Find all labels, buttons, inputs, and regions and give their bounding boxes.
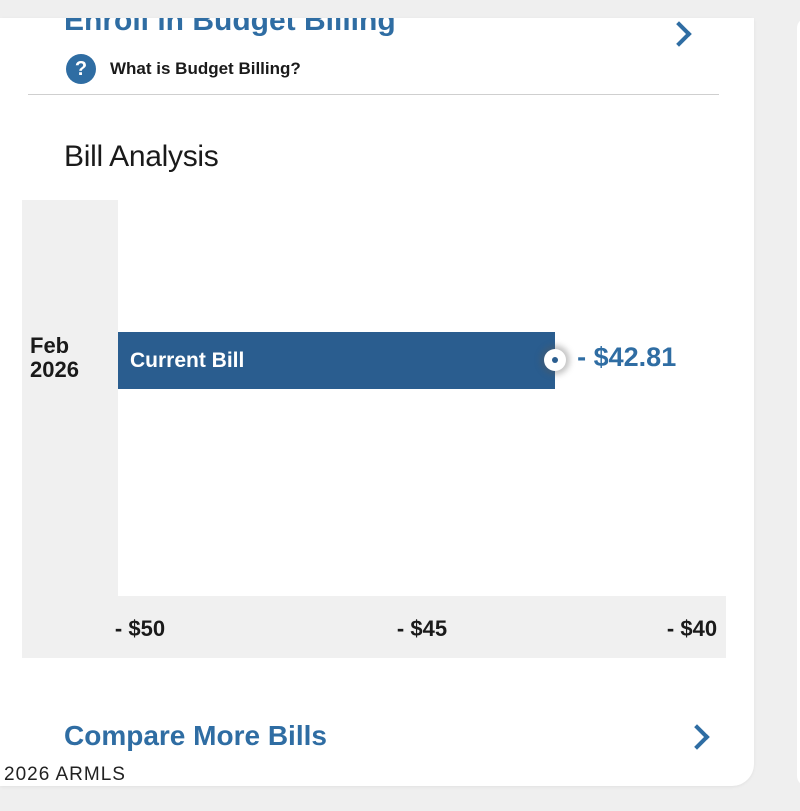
- chevron-right-icon[interactable]: [684, 724, 710, 750]
- section-title: Bill Analysis: [64, 140, 219, 173]
- question-circle-icon[interactable]: ?: [66, 54, 96, 84]
- bar-current-bill[interactable]: Current Bill: [118, 332, 556, 389]
- x-tick-label: - $50: [114, 616, 166, 641]
- data-label: - $42.81: [577, 342, 677, 372]
- budget-billing-help-text[interactable]: What is Budget Billing?: [110, 59, 301, 78]
- bill-analysis-chart: Feb 2026 Current Bill - $42.81 - $50 - $45 - …: [22, 200, 726, 658]
- budget-billing-help[interactable]: ? What is Budget Billing?: [66, 54, 301, 84]
- plot-area: [118, 200, 726, 596]
- enroll-budget-billing-link[interactable]: Enroll in Budget Billing: [64, 18, 396, 37]
- compare-more-bills-link[interactable]: Compare More Bills: [64, 720, 327, 751]
- divider: [28, 94, 719, 95]
- enroll-budget-billing-row[interactable]: Enroll in Budget Billing: [64, 18, 704, 38]
- x-tick-label: - $40: [666, 616, 718, 641]
- bar-end-marker[interactable]: [544, 349, 567, 371]
- category-label: Feb 2026: [30, 333, 79, 382]
- adjacent-card: [797, 18, 800, 786]
- copyright-text: 2026 ARMLS: [4, 764, 126, 785]
- x-tick-label: - $45: [396, 616, 448, 641]
- bill-card: Enroll in Budget Billing ? What is Budge…: [0, 18, 754, 786]
- bar-label: Current Bill: [130, 348, 245, 372]
